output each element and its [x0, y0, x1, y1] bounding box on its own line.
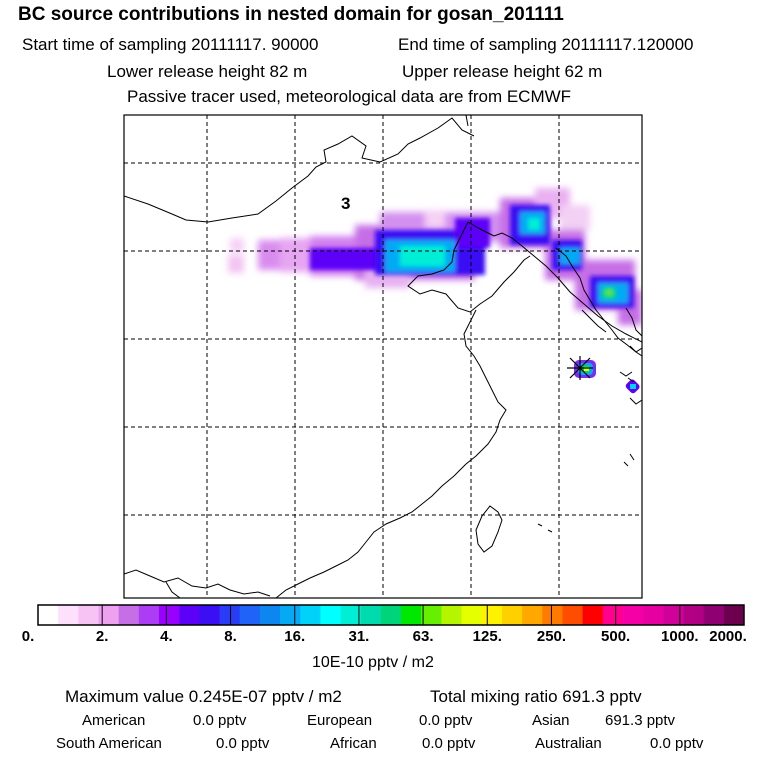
maximum-value-label: Maximum value 0.245E-07 pptv / m2 — [65, 687, 342, 706]
colorbar-swatch — [320, 605, 342, 625]
colorbar-tick-label: 2. — [95, 628, 109, 645]
colorbar-swatch — [58, 605, 79, 625]
coastlines — [124, 115, 642, 598]
colorbar-swatch — [199, 605, 221, 625]
colorbar-tick-label: 2000. — [709, 628, 747, 645]
chart-title: BC source contributions in nested domain… — [18, 4, 564, 25]
colorbar-swatch — [441, 605, 463, 625]
colorbar-swatch — [78, 605, 100, 625]
region-value-asian: 691.3 pptv — [605, 712, 676, 729]
colorbar-tick-label: 500. — [601, 628, 631, 645]
end-time-label: End time of sampling 20111117.120000 — [398, 35, 694, 54]
colorbar-swatch — [481, 605, 503, 625]
colorbar-tick-label: 1000. — [661, 628, 699, 645]
colorbar-swatch — [239, 605, 261, 625]
colorbar-swatch — [602, 605, 624, 625]
colorbar-swatch — [643, 605, 664, 625]
colorbar-tick-label: 31. — [348, 628, 370, 645]
colorbar-swatch — [159, 605, 180, 625]
colorbar-swatch — [542, 605, 563, 625]
region-name-asian: Asian — [532, 712, 570, 729]
colorbar-swatch — [663, 605, 684, 625]
start-time-label: Start time of sampling 20111117. 90000 — [22, 35, 319, 54]
colorbar-tick-label: 63. — [412, 628, 434, 645]
region-name-african: African — [330, 735, 377, 752]
colorbar-swatch — [683, 605, 705, 625]
receptor-star-icon — [567, 356, 593, 380]
upper-height-label: Upper release height 62 m — [402, 62, 603, 81]
region-name-european: European — [307, 712, 373, 729]
colorbar-swatch — [280, 605, 301, 625]
colorbar-swatch — [219, 605, 241, 625]
total-mixing-ratio-label: Total mixing ratio 691.3 pptv — [430, 687, 642, 706]
colorbar-swatch — [401, 605, 422, 625]
colorbar-tick-label: 8. — [224, 628, 237, 645]
region-value-australian: 0.0 pptv — [650, 735, 704, 752]
colorbar-tick-label: 0. — [21, 628, 35, 645]
colorbar-swatch — [38, 605, 59, 625]
colorbar-swatch — [300, 605, 321, 625]
colorbar-swatch — [380, 605, 402, 625]
colorbar-tick-label: 250. — [536, 628, 567, 645]
colorbar-swatch — [98, 605, 120, 625]
colorbar-swatch — [259, 605, 281, 625]
colorbar-swatch — [461, 605, 483, 625]
colorbar-tick-label: 16. — [284, 628, 306, 645]
colorbar-swatch — [703, 605, 725, 625]
colorbar-swatch — [340, 605, 362, 625]
colorbar-swatch — [138, 605, 160, 625]
region-value-african: 0.0 pptv — [422, 735, 476, 752]
colorbar-frame — [37, 604, 745, 626]
colorbar-tick-label: 4. — [160, 628, 173, 645]
region-value-american: 0.0 pptv — [193, 712, 247, 729]
colorbar — [37, 604, 745, 626]
colorbar-swatch — [723, 605, 745, 625]
receptor-hotspots — [574, 360, 640, 394]
region-label: 3 — [341, 194, 350, 213]
region-name-australian: Australian — [535, 735, 602, 752]
region-value-south-american: 0.0 pptv — [216, 735, 270, 752]
lower-height-label: Lower release height 82 m — [107, 62, 308, 81]
colorbar-swatch — [562, 605, 584, 625]
region-name-american: American — [82, 712, 146, 729]
colorbar-swatch — [501, 605, 523, 625]
plume-core — [310, 205, 634, 308]
colorbar-swatch — [582, 605, 604, 625]
region-name-south-american: South American — [56, 735, 162, 752]
colorbar-swatch — [360, 605, 382, 625]
map-gridlines — [124, 115, 642, 598]
colorbar-swatch — [118, 605, 140, 625]
tracer-label: Passive tracer used, meteorological data… — [127, 87, 572, 106]
colorbar-unit-label: 10E-10 pptv / m2 — [312, 654, 434, 671]
map-frame — [123, 114, 643, 599]
colorbar-swatch — [179, 605, 200, 625]
colorbar-swatch — [522, 605, 543, 625]
region-value-european: 0.0 pptv — [419, 712, 473, 729]
colorbar-swatch — [421, 605, 442, 625]
colorbar-tick-label: 125. — [472, 628, 502, 645]
colorbar-swatch — [622, 605, 644, 625]
